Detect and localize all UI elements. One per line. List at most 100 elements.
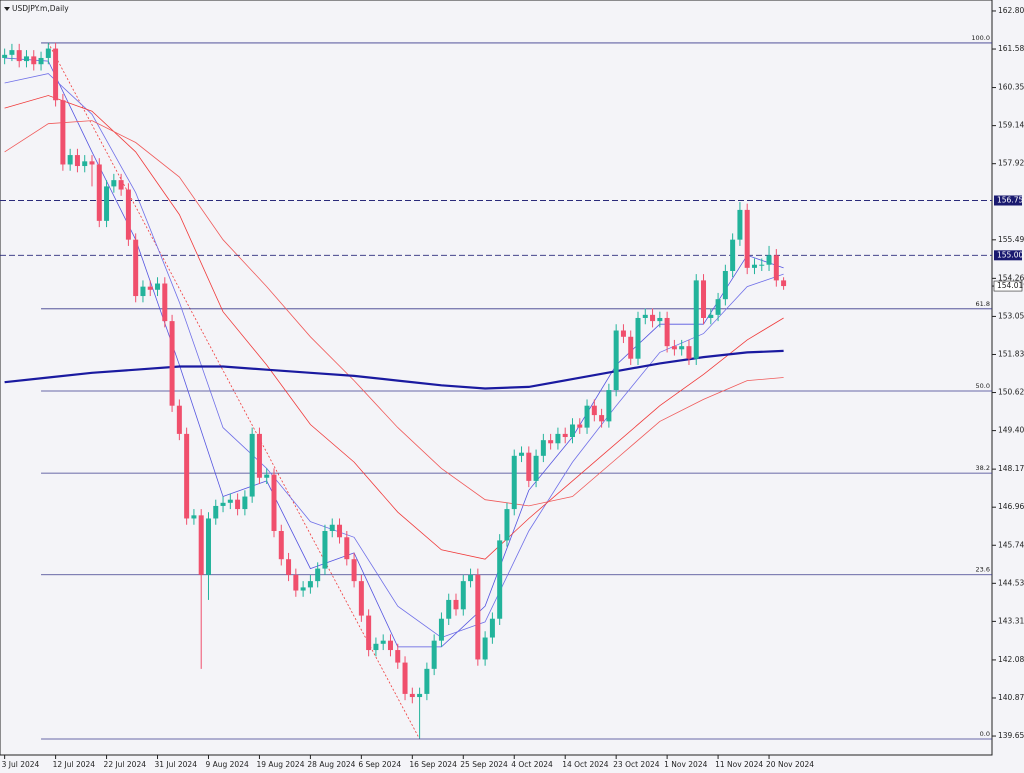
- current-price-tag: [993, 280, 1023, 292]
- candle-body: [635, 317, 641, 359]
- h-line-tag: [994, 250, 1022, 261]
- candle-body: [293, 574, 299, 591]
- h-line-tag: [994, 195, 1022, 206]
- candle-body: [9, 50, 15, 55]
- candle-body: [329, 524, 335, 532]
- candle-body: [300, 587, 306, 591]
- candle-body: [613, 330, 619, 391]
- y-tick-label: 157.925: [998, 159, 1024, 168]
- candle-body: [169, 321, 175, 406]
- candle-body: [162, 283, 168, 322]
- candle-body: [671, 346, 677, 350]
- candle-body: [366, 615, 372, 651]
- candle-body: [650, 314, 656, 322]
- plot-frame: [0, 0, 993, 756]
- candle-body: [577, 424, 583, 428]
- fib-label: 38.2: [976, 464, 990, 472]
- candle-body: [53, 48, 59, 101]
- candle-body: [60, 100, 66, 165]
- candle-body: [23, 56, 29, 62]
- candle-body: [468, 574, 474, 582]
- candle-body: [453, 599, 459, 610]
- candle-body: [497, 540, 503, 619]
- x-tick-label: 16 Sep 2024: [409, 760, 457, 769]
- y-tick-label: 150.620: [998, 388, 1024, 397]
- y-tick-label: 160.355: [998, 83, 1024, 92]
- candle-body: [133, 239, 139, 297]
- candle-body: [722, 270, 728, 300]
- candle-body: [773, 255, 779, 281]
- candle-body: [475, 574, 481, 660]
- candle-body: [526, 452, 532, 481]
- y-tick-label: 143.315: [998, 616, 1024, 625]
- candle-body: [82, 161, 88, 167]
- candle-body: [482, 637, 488, 660]
- ma-line: [4, 95, 784, 560]
- candle-body: [286, 559, 292, 575]
- candle-body: [351, 559, 357, 582]
- x-tick-label: 25 Sep 2024: [460, 760, 508, 769]
- candle-body: [337, 524, 343, 538]
- candle-body: [256, 433, 262, 478]
- candle-body: [664, 317, 670, 347]
- candle-body: [31, 56, 37, 65]
- chart-title: USDJPY.m,Daily: [12, 4, 69, 13]
- fib-label: 100.0: [971, 34, 990, 42]
- candle-body: [693, 280, 699, 359]
- x-tick-label: 23 Oct 2024: [613, 760, 660, 769]
- x-tick-label: 12 Jul 2024: [53, 760, 96, 769]
- candle-body: [198, 515, 204, 575]
- x-tick-label: 11 Nov 2024: [715, 760, 763, 769]
- title-arrow: [4, 7, 10, 11]
- x-tick-label: 1 Nov 2024: [664, 760, 707, 769]
- x-tick-label: 31 Jul 2024: [155, 760, 198, 769]
- candle-body: [424, 668, 430, 694]
- fib-label: 23.6: [976, 566, 990, 574]
- candle-body: [642, 314, 648, 318]
- candle-body: [679, 346, 685, 350]
- candle-body: [213, 505, 219, 519]
- x-tick-label: 14 Oct 2024: [562, 760, 609, 769]
- candle-body: [744, 209, 750, 268]
- candle-body: [2, 54, 8, 58]
- candle-body: [271, 474, 277, 532]
- h-line-label: 155.000: [997, 250, 1024, 259]
- x-tick-label: 19 Aug 2024: [256, 760, 304, 769]
- current-price-label: 154.019: [997, 281, 1024, 290]
- y-tick-label: 144.530: [998, 578, 1024, 587]
- candle-body: [89, 161, 95, 165]
- candle-body: [460, 581, 466, 610]
- candle-body: [358, 581, 364, 616]
- candle-body: [759, 264, 765, 266]
- x-tick-label: 3 Jul 2024: [2, 760, 40, 769]
- fib-label: 0.0: [980, 730, 990, 738]
- candle-body: [511, 455, 517, 510]
- candle-body: [708, 314, 714, 318]
- candle-body: [737, 209, 743, 240]
- candle-body: [140, 286, 146, 297]
- candle-body: [417, 693, 423, 698]
- candle-body: [74, 155, 80, 167]
- candle-body: [438, 618, 444, 641]
- candle-body: [307, 581, 313, 588]
- candle-body: [519, 452, 525, 456]
- ma-line: [4, 120, 784, 507]
- candle-body: [184, 433, 190, 519]
- x-tick-label: 28 Aug 2024: [307, 760, 355, 769]
- candle-body: [344, 537, 350, 560]
- candle-body: [599, 415, 605, 422]
- candle-body: [701, 280, 707, 318]
- candle-body: [431, 640, 437, 669]
- candle-body: [45, 48, 51, 58]
- candle-body: [409, 693, 415, 698]
- candle-body: [446, 599, 452, 619]
- candle-body: [242, 496, 248, 510]
- x-tick-label: 22 Jul 2024: [104, 760, 147, 769]
- y-tick-label: 151.835: [998, 349, 1024, 358]
- y-tick-label: 161.585: [998, 44, 1024, 53]
- candle-body: [548, 440, 554, 444]
- candle-body: [387, 640, 393, 651]
- y-tick-label: 153.050: [998, 311, 1024, 320]
- x-tick-label: 6 Sep 2024: [358, 760, 401, 769]
